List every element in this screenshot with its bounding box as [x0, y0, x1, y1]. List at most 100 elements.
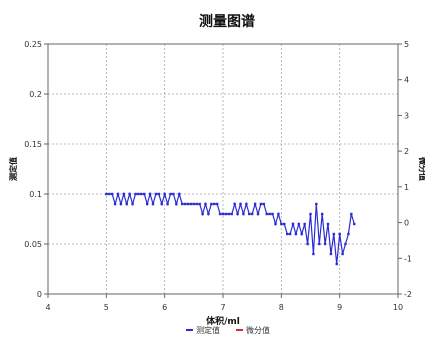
data-point	[227, 212, 231, 216]
data-point	[189, 202, 193, 206]
data-point	[122, 192, 126, 196]
data-point	[233, 202, 236, 206]
data-point	[166, 202, 169, 206]
data-point	[207, 212, 210, 216]
data-point	[157, 192, 161, 196]
data-point	[172, 192, 175, 196]
data-point	[163, 192, 166, 196]
x-tick-label: 6	[162, 303, 167, 312]
data-point	[201, 212, 204, 216]
data-point	[224, 212, 228, 216]
y2-tick-label: 0	[404, 219, 409, 228]
data-point	[113, 202, 117, 206]
data-point	[291, 222, 295, 226]
y-tick-label: 0	[37, 290, 42, 299]
data-point	[312, 252, 315, 256]
data-point	[274, 222, 277, 226]
data-point	[318, 242, 321, 246]
x-tick-label: 10	[393, 303, 403, 312]
data-point	[248, 212, 251, 216]
data-point	[297, 222, 301, 226]
data-point	[271, 212, 274, 216]
data-point	[221, 212, 225, 216]
x-axis-label: 体积/ml	[206, 315, 240, 327]
data-point	[353, 222, 356, 226]
data-point	[140, 192, 143, 196]
data-point	[125, 202, 128, 206]
y-tick-label: 0.25	[24, 40, 42, 49]
y2-axis-label: 微分值	[418, 156, 425, 181]
data-point	[119, 202, 123, 206]
data-point	[186, 202, 190, 206]
data-point	[335, 262, 338, 266]
data-point	[320, 212, 324, 216]
legend-label: 测定值	[196, 325, 220, 335]
data-point	[218, 212, 222, 216]
data-point	[309, 212, 312, 216]
legend-label: 微分值	[246, 325, 270, 335]
y-tick-label: 0.15	[24, 140, 42, 149]
data-point	[347, 232, 350, 236]
y-axis-label: 测定值	[8, 157, 18, 181]
y2-tick-label: 2	[404, 147, 409, 156]
x-tick-label: 9	[337, 303, 342, 312]
data-point	[294, 232, 298, 236]
data-point	[315, 202, 318, 206]
y2-tick-label: 1	[404, 183, 409, 192]
data-point	[178, 192, 181, 196]
data-point	[175, 202, 178, 206]
data-point	[145, 202, 149, 206]
data-point	[277, 212, 280, 216]
data-point	[236, 212, 239, 216]
data-point	[250, 212, 254, 216]
data-point	[210, 202, 213, 206]
data-point	[143, 192, 146, 196]
y2-tick-label: 5	[404, 40, 409, 49]
data-point	[137, 192, 140, 196]
data-point	[151, 202, 155, 206]
data-point	[215, 202, 219, 206]
data-point	[256, 212, 260, 216]
data-point	[338, 232, 341, 236]
x-tick-label: 7	[220, 303, 225, 312]
data-point	[195, 202, 198, 206]
chart-title: 测量图谱	[199, 13, 255, 30]
data-point	[148, 192, 152, 196]
data-point	[160, 202, 163, 206]
data-point	[183, 202, 187, 206]
data-point	[303, 222, 306, 226]
data-point	[265, 212, 268, 216]
data-point	[288, 232, 292, 236]
data-point	[198, 202, 201, 206]
data-point	[204, 202, 207, 206]
data-point	[262, 202, 266, 206]
data-point	[105, 192, 108, 196]
data-point	[326, 222, 330, 226]
y-tick-label: 0.1	[29, 190, 42, 199]
data-point	[350, 212, 353, 216]
data-point	[306, 242, 309, 246]
data-point	[323, 242, 327, 246]
data-point	[180, 202, 184, 206]
data-point	[245, 202, 248, 206]
y2-tick-label: -1	[404, 254, 412, 263]
data-point	[154, 192, 158, 196]
data-point	[134, 192, 137, 196]
data-point	[268, 212, 271, 216]
data-point	[283, 222, 286, 226]
y2-tick-label: 3	[404, 111, 409, 120]
data-point	[116, 192, 120, 196]
data-point	[280, 222, 283, 226]
data-point	[300, 232, 303, 236]
data-point	[285, 232, 289, 236]
y2-tick-label: 4	[404, 76, 409, 85]
data-point	[192, 202, 196, 206]
data-point	[110, 192, 114, 196]
y-tick-label: 0.2	[29, 90, 42, 99]
y-tick-label: 0.05	[24, 240, 42, 249]
data-point	[108, 192, 111, 196]
x-tick-label: 5	[104, 303, 109, 312]
data-point	[341, 252, 344, 256]
data-point	[169, 192, 172, 196]
